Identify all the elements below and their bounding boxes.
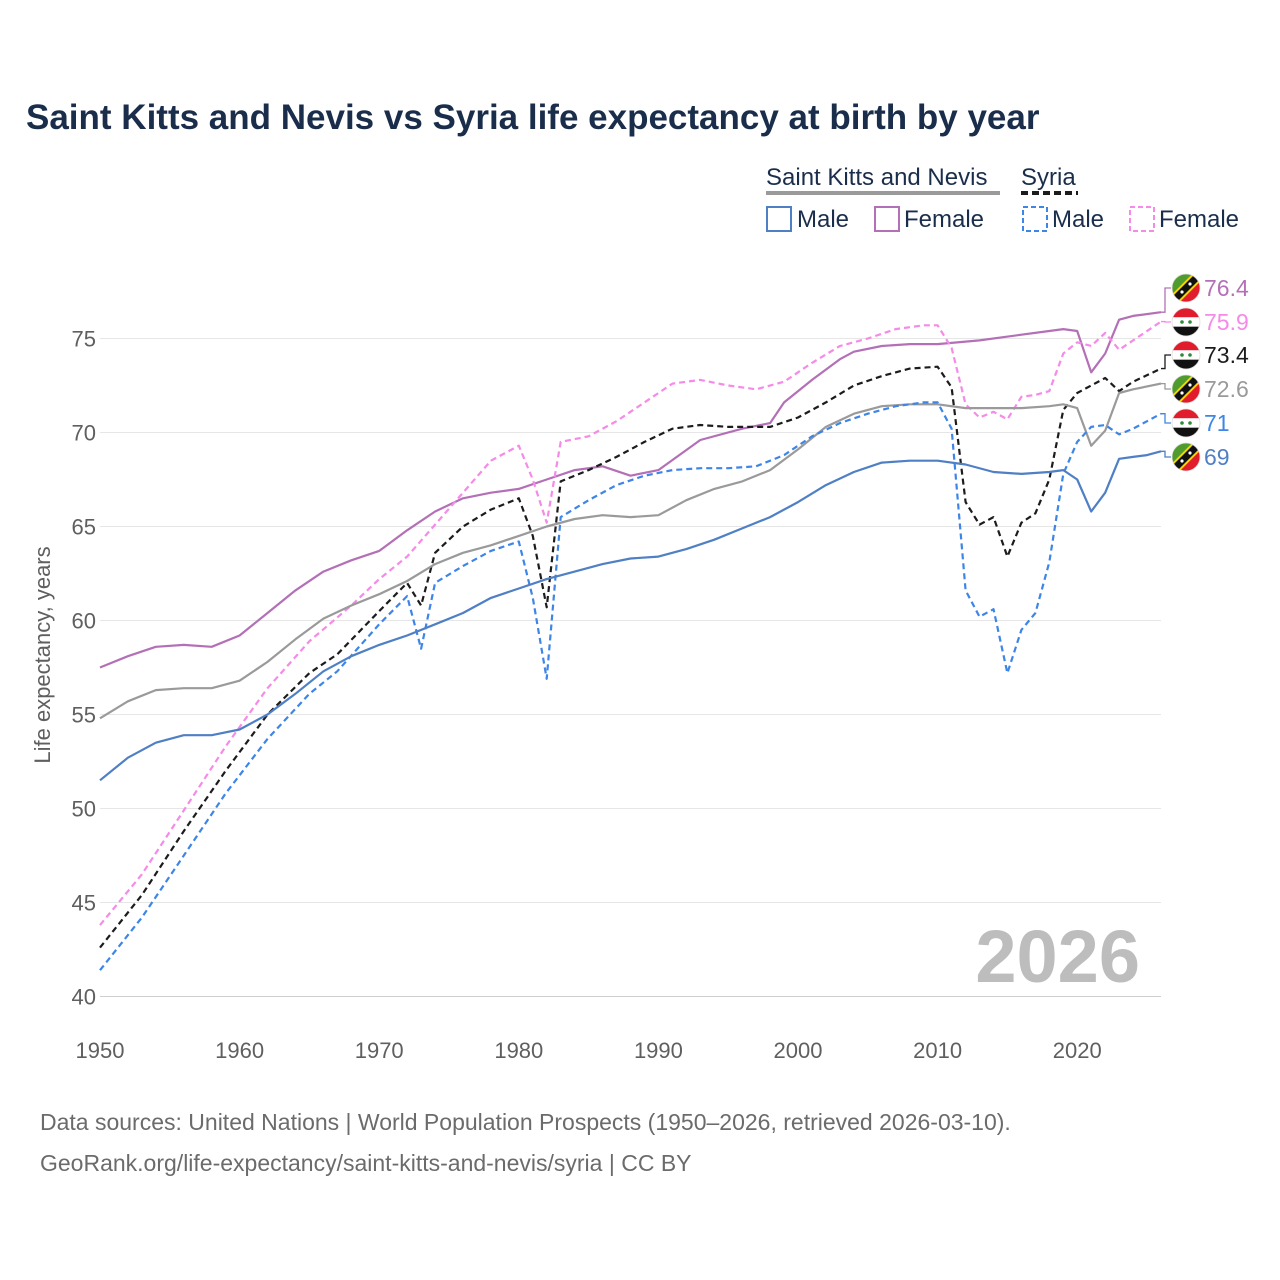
legend-skn-female-swatch (874, 206, 900, 232)
end-labels: 76.4 75.9 73.4 72.6 71 69 (1161, 273, 1249, 472)
x-tick-1960: 1960 (215, 1038, 264, 1063)
line-syria-female (99, 320, 1162, 926)
leader-syria-male (1161, 413, 1171, 424)
current-year: 2026 (975, 915, 1140, 998)
line-syria-total (99, 365, 1162, 949)
y-tick-60: 60 (72, 609, 96, 634)
end-label-syria-male: 71 (1204, 410, 1230, 436)
flag-syria-male (1171, 408, 1201, 438)
gridlines (100, 338, 1161, 997)
x-tick-1970: 1970 (355, 1038, 404, 1063)
legend-syria-female-swatch (1129, 206, 1155, 232)
line-saint-kitts-and-nevis-total (99, 382, 1162, 720)
y-tick-40: 40 (72, 985, 96, 1010)
y-tick-50: 50 (72, 797, 96, 822)
end-label-saint-kitts-and-nevis-male: 69 (1204, 444, 1230, 470)
y-tick-70: 70 (72, 421, 96, 446)
x-tick-1950: 1950 (76, 1038, 125, 1063)
end-label-syria-female: 75.9 (1204, 309, 1249, 335)
leader-saint-kitts-and-nevis-male (1161, 450, 1171, 458)
legend-skn-male-label: Male (797, 206, 849, 233)
series-lines (99, 311, 1162, 971)
line-saint-kitts-and-nevis-female (99, 311, 1162, 669)
y-tick-55: 55 (72, 703, 96, 728)
footer-url: GeoRank.org/life-expectancy/saint-kitts-… (40, 1150, 692, 1176)
flag-syria-female (1171, 307, 1201, 337)
flag-saint-kitts-and-nevis-male (1171, 442, 1201, 472)
footer-source: Data sources: United Nations | World Pop… (40, 1109, 1011, 1135)
line-syria-male (99, 401, 1162, 971)
x-tick-2010: 2010 (913, 1038, 962, 1063)
y-axis-label: Life expectancy, years (30, 546, 55, 763)
x-tick-1990: 1990 (634, 1038, 683, 1063)
line-saint-kitts-and-nevis-male (99, 450, 1162, 782)
flag-saint-kitts-and-nevis-total (1171, 374, 1201, 404)
y-tick-65: 65 (72, 515, 96, 540)
leader-syria-total (1161, 354, 1171, 370)
legend-syria-male-swatch (1022, 206, 1048, 232)
flag-saint-kitts-and-nevis-female (1171, 273, 1201, 303)
end-label-saint-kitts-and-nevis-total: 72.6 (1204, 376, 1249, 402)
leader-saint-kitts-and-nevis-total (1161, 382, 1171, 390)
x-tick-2020: 2020 (1053, 1038, 1102, 1063)
legend-skn-female-label: Female (904, 206, 984, 233)
legend-group-syria: Syria (1021, 164, 1076, 191)
end-label-saint-kitts-and-nevis-female: 76.4 (1204, 275, 1249, 301)
chart-title: Saint Kitts and Nevis vs Syria life expe… (26, 98, 1040, 137)
legend-syria-female-label: Female (1159, 206, 1239, 233)
legend-syria-male-label: Male (1052, 206, 1104, 233)
y-tick-45: 45 (72, 891, 96, 916)
legend: Saint Kitts and Nevis Syria Male Female … (766, 164, 1239, 233)
end-label-syria-total: 73.4 (1204, 342, 1249, 368)
flag-syria-total (1171, 340, 1201, 370)
legend-group-saint-kitts: Saint Kitts and Nevis (766, 164, 987, 191)
leader-saint-kitts-and-nevis-female (1161, 287, 1171, 313)
x-axis-ticks: 1950 1960 1970 1980 1990 2000 2010 2020 (76, 1038, 1102, 1063)
x-tick-2000: 2000 (774, 1038, 823, 1063)
y-tick-75: 75 (72, 327, 96, 352)
y-axis-ticks: 40 45 50 55 60 65 70 75 (72, 327, 96, 1010)
legend-skn-male-swatch (766, 206, 792, 232)
x-tick-1980: 1980 (494, 1038, 543, 1063)
